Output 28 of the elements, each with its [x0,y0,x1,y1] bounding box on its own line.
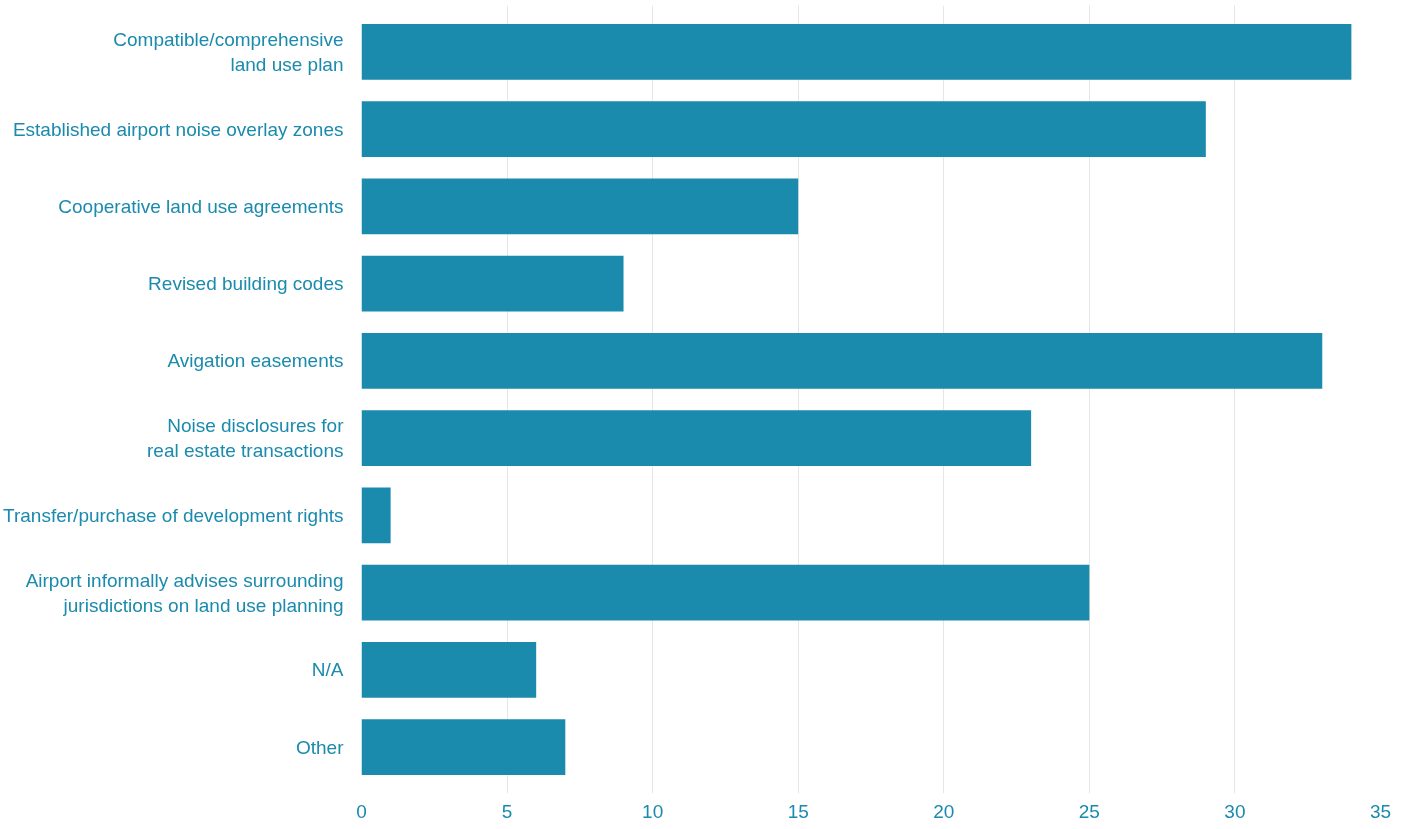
y-tick-label: Revised building codes [148,273,344,295]
x-tick-label: 25 [1078,800,1100,822]
bar [361,333,1323,389]
bar [361,101,1206,157]
bar [361,410,1032,466]
bar [361,719,566,775]
y-tick-label: Transfer/purchase of development rights [3,504,344,526]
y-tick-label: Compatible/comprehensive land use plan [113,28,344,75]
y-tick-label: Avigation easements [167,350,344,372]
bar [361,24,1352,80]
bar [361,642,537,698]
x-tick-label: 10 [642,800,664,822]
x-tick-label: 35 [1369,800,1392,822]
bar [361,255,624,312]
y-tick-label: N/A [311,659,344,681]
y-tick-label: Airport informally advises surrounding jurisdictions on land use planning [25,569,344,616]
y-tick-label: Noise disclosures for real estate transactions [147,415,345,462]
bar [361,564,1090,621]
x-tick-label: 15 [787,800,809,822]
x-tick-label: 0 [356,800,367,822]
x-tick-label: 20 [933,800,955,822]
y-tick-label: Cooperative land use agreements [58,195,344,217]
bar [361,487,391,544]
x-tick-label: 30 [1224,800,1246,822]
x-tick-label: 5 [501,800,513,822]
bar [361,178,799,235]
y-tick-label: Other [295,736,345,758]
y-tick-label: Established airport noise overlay zones [12,118,344,140]
